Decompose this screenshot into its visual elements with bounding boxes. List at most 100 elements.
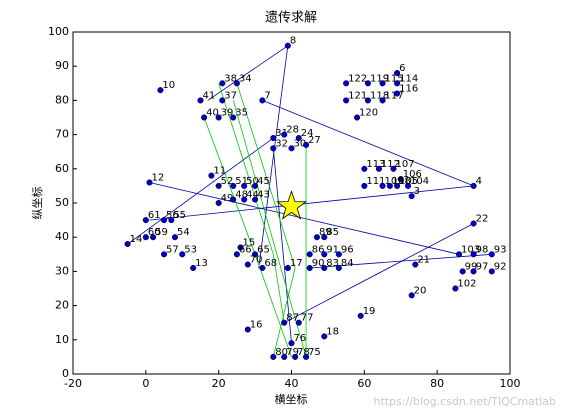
point [364, 80, 372, 87]
point [281, 319, 288, 326]
point [215, 182, 222, 189]
point [160, 251, 168, 258]
point-label: 97 [476, 261, 489, 272]
point-label: 79 [286, 347, 299, 358]
point [288, 145, 295, 152]
point [394, 69, 401, 77]
point [343, 97, 350, 104]
route-line [218, 83, 285, 323]
point-label: 44 [246, 190, 259, 201]
point [306, 264, 313, 272]
point-label: 53 [184, 244, 197, 255]
point-label: 109 [385, 176, 404, 187]
point [313, 234, 321, 241]
point-label: 17 [290, 258, 303, 269]
point [259, 97, 266, 104]
point [142, 217, 149, 224]
point [303, 353, 310, 360]
point [335, 264, 342, 272]
point-label: 34 [239, 73, 252, 84]
point [270, 353, 277, 360]
point-label: 92 [494, 261, 507, 272]
point [321, 234, 328, 241]
x-tick-label: 20 [212, 377, 226, 390]
point-label: 102 [457, 279, 476, 290]
point-label: 66 [239, 244, 252, 255]
point [241, 182, 248, 189]
point-label: 75 [308, 347, 321, 358]
point-label: 19 [363, 306, 376, 317]
point [219, 97, 226, 104]
point [190, 264, 197, 272]
point-label: 39 [221, 108, 234, 119]
point [321, 251, 328, 258]
point [288, 340, 295, 347]
point-label: 14 [130, 234, 143, 245]
point [146, 179, 153, 186]
point [379, 182, 386, 189]
point [404, 182, 412, 189]
point [168, 217, 175, 224]
point-label: 70 [250, 255, 263, 266]
point-label: 43 [257, 190, 270, 201]
point-label: 98 [476, 244, 489, 255]
route-line [284, 223, 474, 324]
point [201, 114, 208, 121]
point [303, 141, 310, 148]
point-label: 48 [235, 190, 248, 201]
point [455, 251, 463, 258]
y-tick-label: 90 [55, 59, 69, 72]
point [230, 196, 237, 203]
point [343, 80, 350, 87]
x-tick-label: -20 [64, 377, 82, 390]
point [394, 90, 401, 97]
point [270, 145, 277, 152]
point-label: 108 [392, 176, 411, 187]
y-tick-label: 60 [55, 162, 69, 175]
point [230, 182, 237, 189]
point-label: 49 [221, 193, 234, 204]
point-label: 84 [341, 258, 354, 269]
point-label: 121 [348, 90, 367, 101]
point-label: 54 [177, 227, 190, 238]
point-label: 87 [286, 313, 299, 324]
point-label: 65 [257, 244, 270, 255]
point [244, 261, 251, 268]
point [379, 97, 386, 104]
point [394, 182, 401, 189]
point [219, 80, 226, 87]
point-label: 56 [166, 210, 179, 221]
point-label: 115 [385, 73, 404, 84]
point-label: 80 [275, 347, 288, 358]
point-label: 104 [410, 176, 429, 187]
point-label: 103 [461, 244, 480, 255]
point-label: 105 [399, 176, 418, 187]
point [230, 114, 237, 121]
route-line [149, 182, 460, 255]
point [215, 199, 222, 207]
point-label: 24 [301, 128, 314, 139]
point [397, 176, 404, 183]
point [208, 172, 215, 179]
point-label: 38 [224, 73, 237, 84]
point [252, 182, 259, 189]
point-label: 37 [224, 90, 237, 101]
point-label: 120 [359, 108, 378, 119]
point [394, 80, 401, 87]
point [150, 234, 157, 241]
x-tick-label: 40 [285, 377, 299, 390]
point [252, 251, 259, 258]
point-label: 106 [403, 169, 422, 180]
point [295, 134, 302, 142]
point [386, 182, 393, 189]
point-label: 22 [476, 214, 489, 225]
point-label: 78 [297, 347, 310, 358]
point-label: 112 [381, 159, 400, 170]
y-tick-label: 100 [48, 25, 69, 38]
x-axis-label: 横坐标 [275, 392, 308, 406]
point [179, 251, 186, 258]
y-tick-label: 40 [55, 230, 69, 243]
point-label: 30 [294, 138, 307, 149]
x-tick-label: 80 [430, 377, 444, 390]
